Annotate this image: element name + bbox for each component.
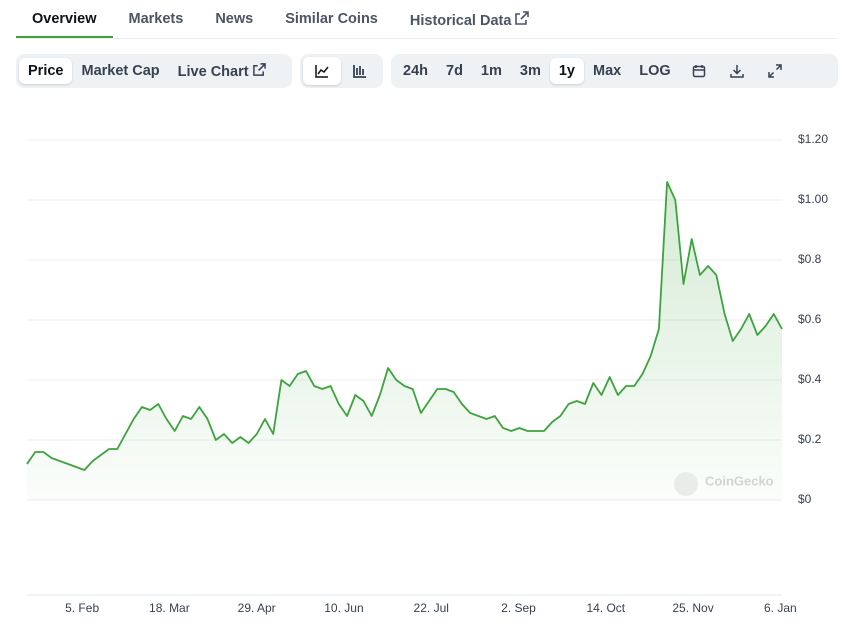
- button-label: Live Chart: [177, 63, 249, 80]
- tab[interactable]: Markets: [128, 11, 184, 27]
- line-icon: [315, 65, 329, 78]
- price-line: [26, 181, 783, 471]
- x-tick-label: 14. Oct: [586, 601, 625, 615]
- candle-icon: [353, 65, 366, 78]
- chart: $0 $0.2 $0.4 $0.6 $0.8 $1.00 $1.20 5. Feb 18. Ma…: [26, 132, 828, 615]
- button[interactable]: 1y: [549, 58, 584, 84]
- expand-icon: [767, 64, 782, 78]
- tab[interactable]: News: [215, 11, 254, 27]
- watermark-logo: [674, 472, 698, 496]
- button[interactable]: 24h: [403, 63, 428, 79]
- price-area: [27, 182, 782, 500]
- x-tick-label: 6. Jan: [764, 601, 797, 615]
- metric-group: Price Market Cap Live Chart: [16, 54, 292, 88]
- y-tick-label: $0.4: [798, 372, 822, 386]
- external-icon: [515, 11, 530, 25]
- calendar-icon: [692, 65, 705, 78]
- candle-chart-button[interactable]: [341, 57, 379, 85]
- x-tick-label: 22. Jul: [414, 601, 449, 615]
- tabs: Overview Markets News Similar Coins Hist…: [16, 0, 838, 39]
- line-chart-button[interactable]: [303, 57, 341, 85]
- button[interactable]: Price: [19, 58, 73, 84]
- x-tick-label: 2. Sep: [501, 601, 536, 615]
- chart-type-group: [300, 54, 383, 88]
- button[interactable]: 1m: [480, 63, 502, 79]
- x-tick-label: 25. Nov: [672, 601, 713, 615]
- x-tick-label: 18. Mar: [149, 601, 190, 615]
- tab[interactable]: Similar Coins: [285, 11, 378, 27]
- fullscreen-button[interactable]: [756, 57, 794, 85]
- external-icon: [252, 62, 266, 76]
- range-group: 24h 7d 1m 3m 1y Max LOG: [391, 54, 838, 88]
- download-button[interactable]: [718, 57, 756, 85]
- y-tick-label: $0.6: [798, 312, 822, 326]
- x-tick-label: 5. Feb: [65, 601, 99, 615]
- tab[interactable]: Overview: [16, 0, 113, 38]
- button[interactable]: Max: [593, 63, 622, 79]
- tab[interactable]: Historical Data: [394, 0, 546, 38]
- button[interactable]: 3m: [519, 63, 541, 79]
- y-tick-label: $0.8: [798, 252, 822, 266]
- calendar-button[interactable]: [680, 57, 718, 85]
- button[interactable]: Live Chart: [169, 58, 275, 85]
- y-tick-label: $1.00: [798, 192, 828, 206]
- download-icon: [729, 65, 744, 78]
- x-tick-label: 29. Apr: [238, 601, 276, 615]
- y-tick-label: $0: [798, 492, 812, 506]
- y-tick-label: $1.20: [798, 132, 828, 146]
- x-tick-label: 10. Jun: [324, 601, 363, 615]
- y-tick-label: $0.2: [798, 432, 822, 446]
- button[interactable]: 7d: [446, 63, 463, 79]
- button[interactable]: Market Cap: [81, 63, 160, 79]
- watermark: CoinGecko: [705, 473, 774, 488]
- tab-label: Historical Data: [409, 13, 512, 29]
- button[interactable]: LOG: [639, 63, 671, 79]
